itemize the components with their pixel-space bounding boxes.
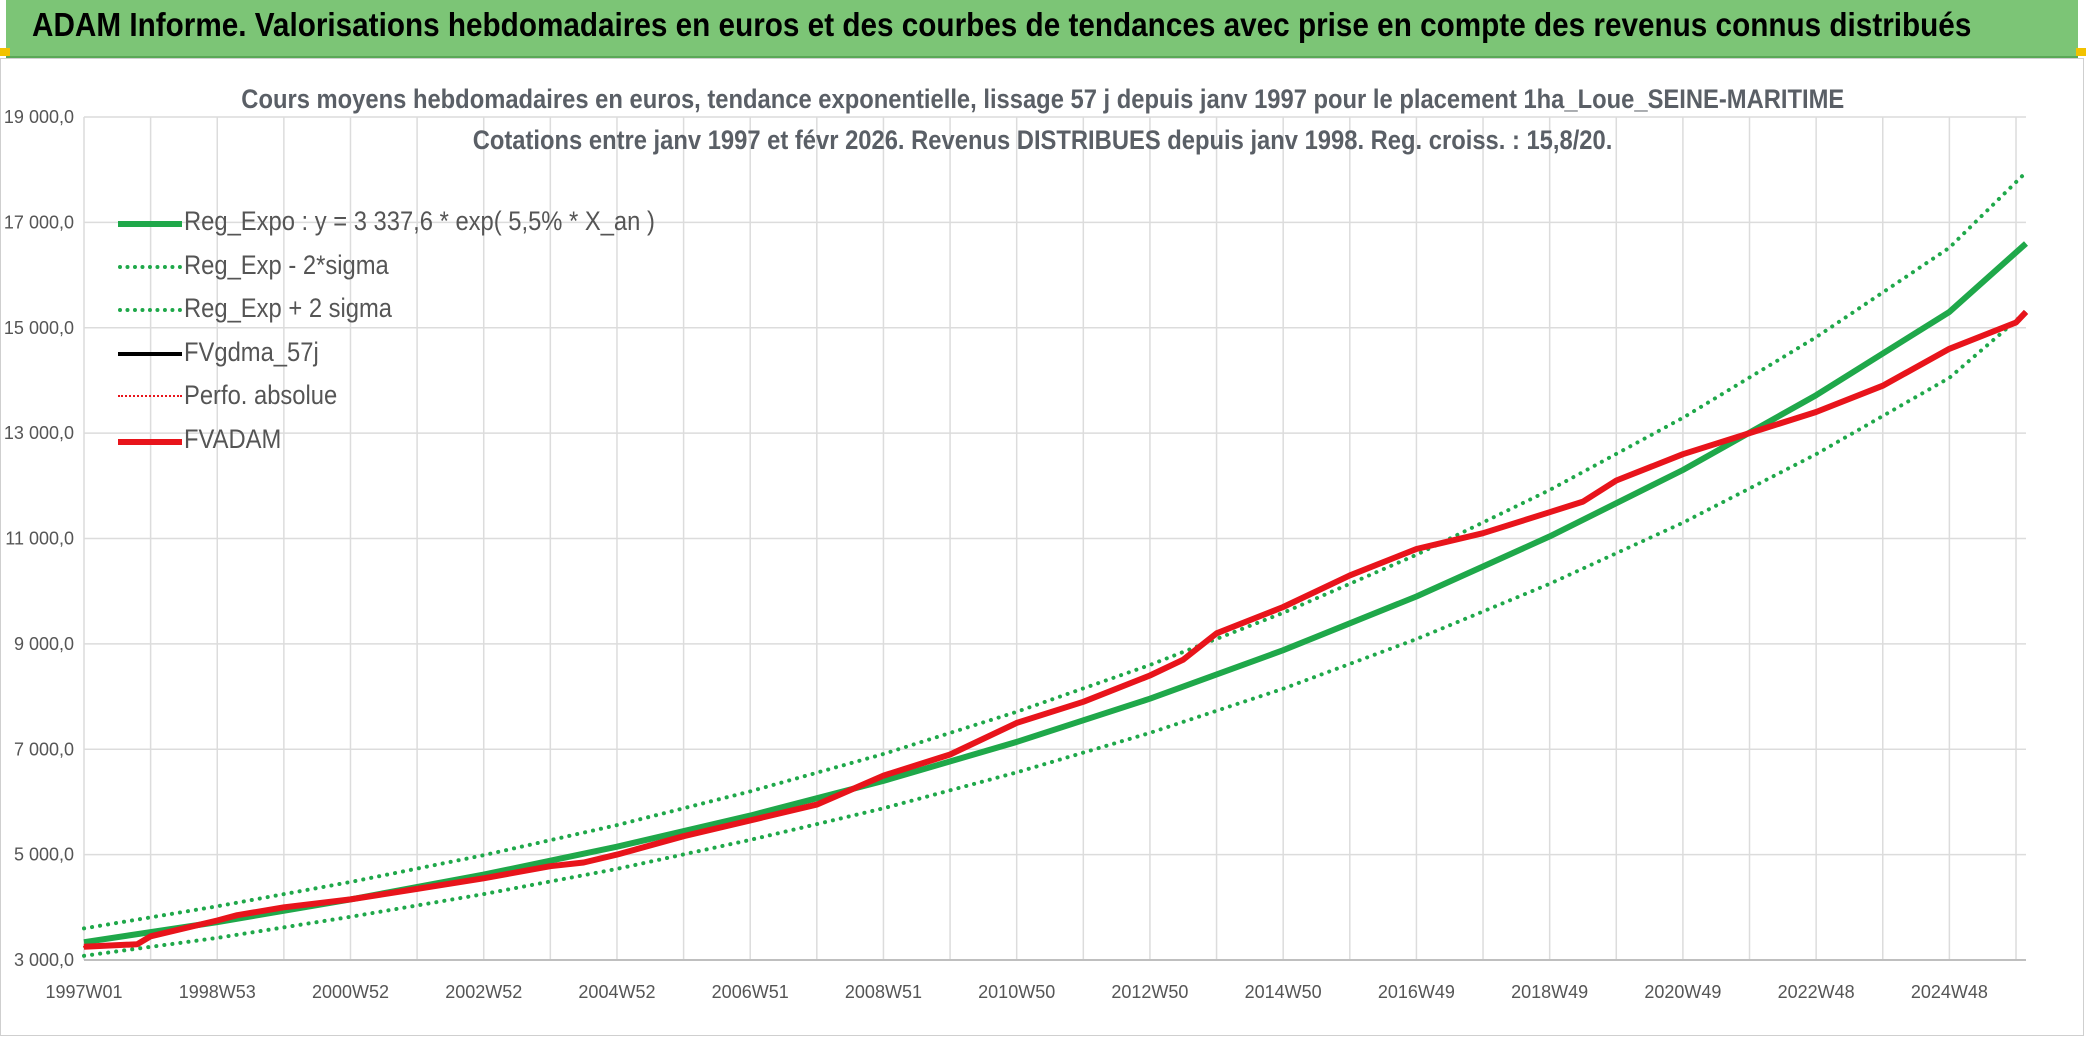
x-tick-label: 2008W51 — [845, 982, 922, 1002]
x-tick-label: 2022W48 — [1778, 982, 1855, 1002]
legend-swatch — [118, 351, 182, 356]
x-tick-label: 2010W50 — [978, 982, 1055, 1002]
y-tick-label: 15 000,0 — [4, 318, 74, 338]
x-tick-label: 2024W48 — [1911, 982, 1988, 1002]
x-tick-label: 2020W49 — [1644, 982, 1721, 1002]
corner-marker — [2076, 48, 2086, 56]
series-line-fvadam — [83, 309, 2029, 950]
y-tick-label: 5 000,0 — [14, 845, 74, 865]
series-line-perfo — [83, 310, 2027, 948]
legend-label: FVgdma_57j — [184, 336, 319, 367]
x-tick-label: 1997W01 — [45, 982, 122, 1002]
legend-label: Reg_Exp - 2*sigma — [184, 249, 389, 280]
series-line-fvgdma — [83, 310, 2028, 949]
x-tick-label: 2016W49 — [1378, 982, 1455, 1002]
series-line-reg_plus — [82, 170, 2028, 931]
x-tick-label: 2018W49 — [1511, 982, 1588, 1002]
x-tick-label: 2006W51 — [712, 982, 789, 1002]
chart-title-line1: Cours moyens hebdomadaires en euros, ten… — [241, 84, 1845, 114]
y-axis-ticks: 3 000,0 5 000,0 7 000,0 9 000,0 11 000,0 13 0… — [4, 107, 74, 970]
series-line-reg_expo — [83, 241, 2028, 946]
y-tick-label: 7 000,0 — [14, 739, 74, 759]
x-axis-ticks: 1997W01 1998W53 2000W52 2002W52 2004W52 2006W… — [45, 982, 1987, 1002]
chart-title-line2: Cotations entre janv 1997 et févr 2026. … — [473, 125, 1613, 155]
y-tick-label: 13 000,0 — [4, 423, 74, 443]
legend-swatch — [118, 438, 182, 445]
legend-label: Reg_Exp + 2 sigma — [184, 293, 393, 324]
x-tick-label: 2000W52 — [312, 982, 389, 1002]
chart-frame — [0, 58, 2084, 1036]
y-tick-label: 11 000,0 — [5, 529, 74, 549]
report-title: ADAM Informe. Valorisations hebdomadaire… — [32, 6, 1972, 43]
legend-label: Reg_Expo : y = 3 337,6 * exp( 5,5% * X_a… — [184, 206, 655, 236]
y-tick-label: 19 000,0 — [4, 107, 74, 127]
grid-lines — [83, 116, 2026, 961]
y-tick-label: 9 000,0 — [14, 634, 74, 654]
legend-swatch — [118, 308, 182, 313]
legend-swatch — [118, 395, 182, 398]
x-tick-label: 1998W53 — [179, 982, 256, 1002]
series-line-reg_minus — [82, 309, 2028, 958]
series-lines — [82, 170, 2029, 958]
corner-marker — [0, 48, 10, 56]
x-tick-label: 2004W52 — [578, 982, 655, 1002]
legend-label: FVADAM — [184, 423, 282, 454]
y-tick-label: 17 000,0 — [4, 212, 74, 232]
y-tick-label: 3 000,0 — [14, 950, 74, 970]
x-tick-label: 2014W50 — [1245, 982, 1322, 1002]
legend-swatch — [118, 264, 182, 269]
legend-swatch — [118, 221, 182, 227]
legend-label: Perfo. absolue — [184, 380, 338, 411]
x-tick-label: 2002W52 — [445, 982, 522, 1002]
report-banner: ADAM Informe. Valorisations hebdomadaire… — [6, 0, 2078, 58]
x-tick-label: 2012W50 — [1111, 982, 1188, 1002]
